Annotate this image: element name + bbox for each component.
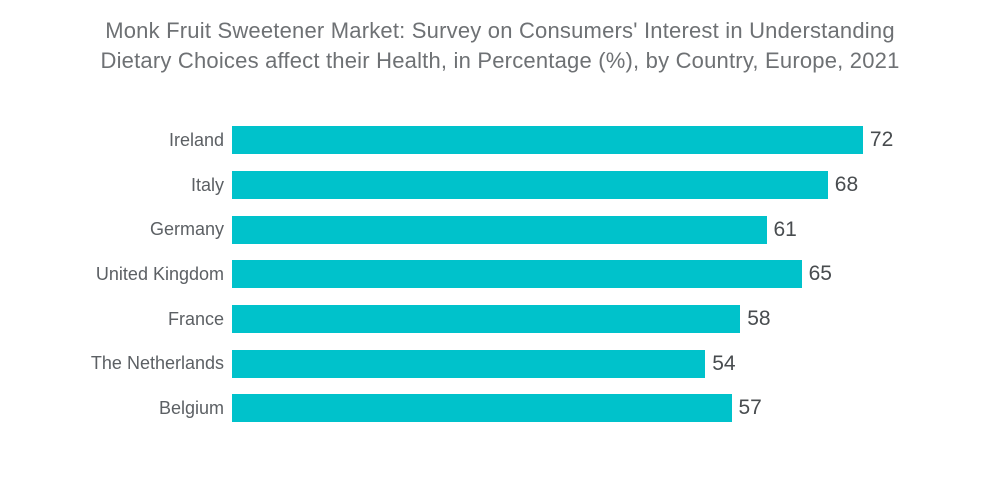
bar — [232, 215, 767, 244]
bar — [232, 260, 802, 289]
chart-row: Ireland 72 — [0, 118, 1000, 163]
bar — [232, 394, 732, 423]
chart-row: United Kingdom 65 — [0, 252, 1000, 297]
category-label: United Kingdom — [95, 263, 224, 284]
chart-title-line-2: Dietary Choices affect their Health, in … — [100, 48, 900, 73]
chart-row: Belgium 57 — [0, 386, 1000, 431]
value-label: 65 — [808, 262, 832, 286]
chart-title: Monk Fruit Sweetener Market: Survey on C… — [0, 16, 1000, 76]
category-label: Belgium — [158, 397, 224, 418]
bar — [232, 305, 741, 334]
bar — [232, 126, 863, 155]
value-label: 61 — [773, 217, 797, 241]
value-label: 57 — [738, 396, 762, 420]
chart-row: Italy 68 — [0, 163, 1000, 208]
bar — [232, 349, 706, 378]
chart-row: Germany 61 — [0, 207, 1000, 252]
category-label: The Netherlands — [90, 353, 224, 374]
value-label: 68 — [834, 173, 859, 197]
bar — [232, 171, 828, 200]
category-label: Ireland — [168, 129, 224, 150]
chart-row: France 58 — [0, 297, 1000, 342]
value-label: 58 — [747, 307, 771, 331]
value-label: 72 — [869, 128, 894, 152]
value-label: 54 — [712, 351, 736, 375]
category-label: Italy — [190, 174, 224, 195]
category-label: Germany — [149, 219, 224, 240]
chart-title-line-1: Monk Fruit Sweetener Market: Survey on C… — [105, 18, 895, 43]
bar-chart-plot-area: Ireland 72 Italy 68 Germany 61 United Kingdom 6… — [0, 118, 1000, 431]
category-label: France — [167, 308, 224, 329]
chart-row: The Netherlands 54 — [0, 341, 1000, 386]
